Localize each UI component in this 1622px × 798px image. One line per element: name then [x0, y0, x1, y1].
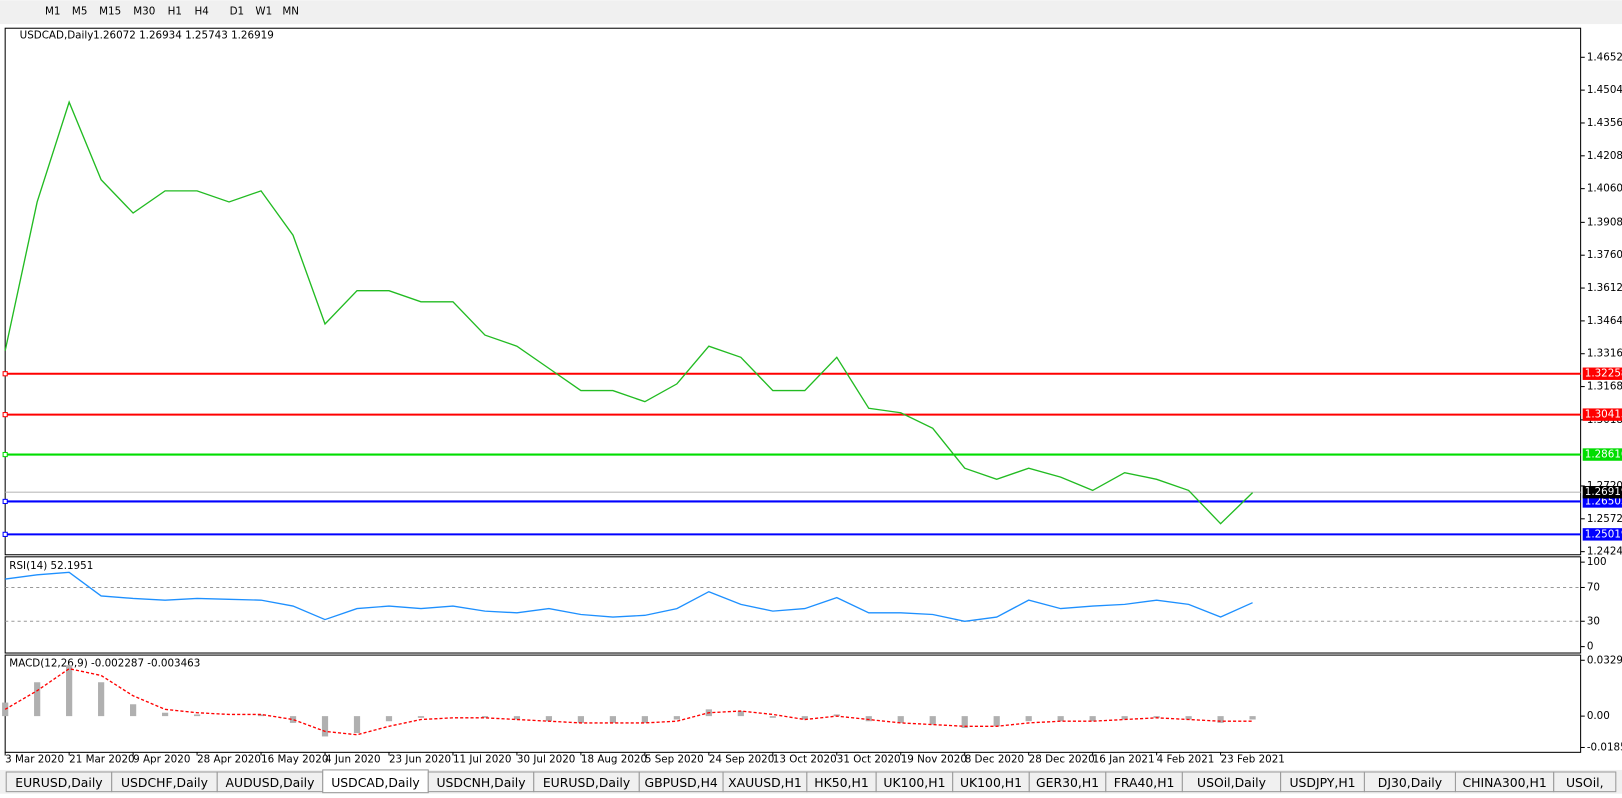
timeframe-button[interactable]: M5: [72, 6, 87, 18]
tab-label[interactable]: GER30,H1: [1036, 775, 1099, 790]
x-tick-label: 16 Jan 2021: [1093, 754, 1155, 766]
rsi-line: [5, 571, 1253, 622]
tab-label[interactable]: EURUSD,Daily: [543, 775, 630, 790]
tab-label[interactable]: DJ30,Daily: [1378, 775, 1442, 790]
y-tick-label: 1.45040: [1587, 84, 1622, 96]
x-tick-label: 3 Mar 2020: [5, 754, 64, 766]
y-tick-label: 1.46520: [1587, 51, 1622, 63]
rsi-title: RSI(14) 52.1951: [9, 560, 93, 572]
x-tick-label: 28 Dec 2020: [1029, 754, 1095, 766]
x-tick-label: 8 Dec 2020: [965, 754, 1024, 766]
x-tick-label: 19 Nov 2020: [901, 754, 967, 766]
current-price-bg: [1582, 485, 1622, 499]
current-price-label: 1.26919: [1585, 486, 1622, 498]
y-tick-label: 1.24240: [1587, 546, 1622, 558]
tab-label[interactable]: XAUUSD,H1: [728, 775, 802, 790]
y-tick-label: -0.01851: [1587, 741, 1622, 753]
tab-label[interactable]: USDCAD,Daily: [331, 775, 420, 790]
macd-panel: [4, 654, 1582, 753]
y-tick-label: 1.42080: [1587, 150, 1622, 162]
y-tick-label: 1.33160: [1587, 348, 1622, 360]
tab-label[interactable]: USOil,: [1566, 775, 1604, 790]
x-tick-label: 13 Oct 2020: [773, 754, 837, 766]
y-tick-label: 1.36120: [1587, 282, 1622, 294]
level-handle: [2, 412, 8, 418]
y-tick-label: 0.00: [1587, 710, 1610, 722]
x-tick-label: 11 Jul 2020: [453, 754, 511, 766]
x-tick-label: 5 Sep 2020: [645, 754, 704, 766]
y-tick-label: 1.34640: [1587, 315, 1622, 327]
level-label: 1.25019: [1585, 528, 1622, 540]
x-tick-label: 4 Jun 2020: [325, 754, 381, 766]
timeframe-button[interactable]: M30: [133, 6, 155, 18]
x-tick-label: 24 Sep 2020: [709, 754, 774, 766]
level-handle: [2, 498, 8, 505]
tab-label[interactable]: USDCNH,Daily: [436, 775, 525, 790]
chart-ohlc: 1.26072 1.26934 1.25743 1.26919: [93, 29, 274, 41]
timeframe-button[interactable]: H4: [195, 6, 209, 18]
level-label-bg: [1582, 408, 1622, 421]
y-tick-label: 1.25720: [1587, 513, 1622, 525]
rsi-panel: [4, 556, 1582, 654]
tab[interactable]: [1553, 771, 1617, 793]
y-tick-label: 30: [1587, 615, 1600, 627]
timeframe-button[interactable]: M15: [99, 6, 121, 18]
x-tick-label: 23 Feb 2021: [1221, 754, 1285, 766]
timeframe-button[interactable]: M1: [45, 6, 60, 18]
y-tick-label: 1.40600: [1587, 183, 1622, 195]
chart-title: USDCAD,Daily: [20, 29, 94, 41]
tab-label[interactable]: CHINA300,H1: [1462, 775, 1546, 790]
y-tick-label: 70: [1587, 581, 1600, 593]
tab-label[interactable]: AUDUSD,Daily: [226, 775, 315, 790]
y-tick-label: 1.43560: [1587, 117, 1622, 129]
y-tick-label: 1.37600: [1587, 249, 1622, 261]
x-tick-label: 28 Apr 2020: [197, 754, 261, 766]
timeframe-button[interactable]: MN: [282, 6, 299, 18]
tab-label[interactable]: UK100,H1: [960, 775, 1022, 790]
tab-label[interactable]: GBPUSD,H4: [645, 775, 718, 790]
timeframe-button[interactable]: H1: [168, 6, 182, 18]
y-tick-label: 0.032972: [1587, 654, 1622, 666]
y-tick-label: 1.39080: [1587, 216, 1622, 228]
level-label-bg: [1582, 367, 1622, 380]
tab-label[interactable]: FRA40,H1: [1114, 775, 1175, 790]
level-label: 1.30415: [1585, 409, 1622, 421]
toolbar: [0, 0, 1622, 25]
level-handle: [2, 371, 8, 377]
tab-label[interactable]: HK50,H1: [814, 775, 868, 790]
price-panel: [4, 27, 1582, 556]
tab-label[interactable]: USDJPY,H1: [1289, 775, 1355, 790]
tab-label[interactable]: EURUSD,Daily: [15, 775, 102, 790]
x-tick-label: 21 Mar 2020: [69, 754, 134, 766]
y-tick-label: 0: [1587, 641, 1594, 653]
level-handle: [2, 451, 8, 458]
level-handle: [2, 531, 8, 537]
x-tick-label: 31 Oct 2020: [837, 754, 901, 766]
y-tick-label: 100: [1587, 556, 1607, 568]
level-label-bg: [1582, 448, 1622, 461]
timeframe-button[interactable]: D1: [230, 6, 245, 18]
timeframe-button[interactable]: W1: [255, 6, 272, 18]
level-label: 1.26503: [1585, 495, 1622, 507]
x-tick-label: 16 May 2020: [261, 754, 328, 766]
macd-signal: [4, 667, 1253, 736]
x-tick-label: 18 Aug 2020: [581, 754, 647, 766]
x-tick-label: 30 Jul 2020: [517, 754, 575, 766]
tab-label[interactable]: USDCHF,Daily: [121, 775, 208, 790]
level-label-bg: [1582, 528, 1622, 541]
y-tick-label: 1.31680: [1587, 381, 1622, 393]
level-label: 1.32258: [1585, 368, 1622, 380]
x-tick-label: 4 Feb 2021: [1157, 754, 1215, 766]
x-tick-label: 9 Apr 2020: [133, 754, 190, 766]
tab-label[interactable]: UK100,H1: [883, 775, 945, 790]
x-tick-label: 23 Jun 2020: [389, 754, 451, 766]
level-label: 1.28616: [1585, 449, 1622, 461]
price-line: [4, 100, 1254, 525]
macd-title: MACD(12,26,9) -0.002287 -0.003463: [9, 657, 200, 669]
tab-label[interactable]: USOil,Daily: [1197, 775, 1266, 790]
